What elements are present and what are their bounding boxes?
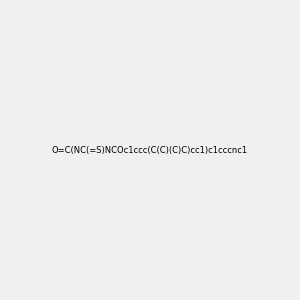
Text: O=C(NC(=S)NCOc1ccc(C(C)(C)C)cc1)c1cccnc1: O=C(NC(=S)NCOc1ccc(C(C)(C)C)cc1)c1cccnc1 (52, 146, 248, 154)
